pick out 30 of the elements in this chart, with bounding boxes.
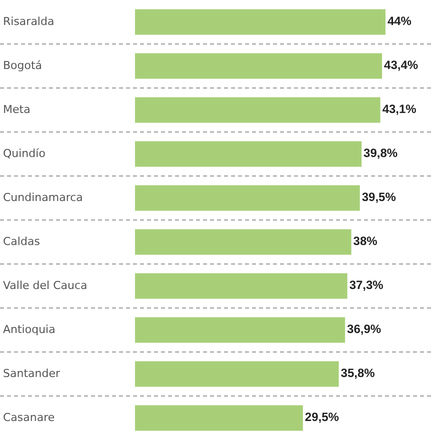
bar [135, 317, 346, 343]
y-tick-label: Meta [3, 103, 30, 116]
bar [135, 185, 360, 211]
data-label: 39,8% [364, 146, 398, 160]
data-label: 39,5% [362, 190, 396, 204]
bar [135, 9, 386, 35]
y-tick-label: Risaralda [3, 15, 54, 28]
data-label: 43,4% [384, 58, 418, 72]
bar [135, 229, 352, 255]
bar [135, 361, 339, 387]
data-label: 43,1% [382, 102, 417, 116]
y-tick-label: Caldas [3, 235, 40, 248]
bar [135, 53, 382, 79]
bar [135, 97, 380, 123]
bar [135, 273, 348, 299]
y-tick-label: Santander [3, 367, 60, 380]
data-label: 44% [387, 14, 412, 28]
bar [135, 405, 303, 431]
y-tick-label: Cundinamarca [3, 191, 83, 204]
y-tick-label: Bogotá [3, 59, 42, 72]
data-label: 29,5% [304, 410, 340, 424]
data-label: 35,8% [340, 366, 376, 380]
y-tick-label: Antioquia [3, 323, 56, 336]
y-tick-label: Quindío [3, 147, 46, 160]
data-label: 38% [353, 234, 378, 248]
data-label: 37,3% [349, 278, 384, 292]
y-tick-label: Valle del Cauca [3, 279, 88, 292]
bar [135, 141, 362, 167]
data-label: 36,9% [347, 322, 382, 336]
y-tick-label: Casanare [3, 411, 55, 424]
